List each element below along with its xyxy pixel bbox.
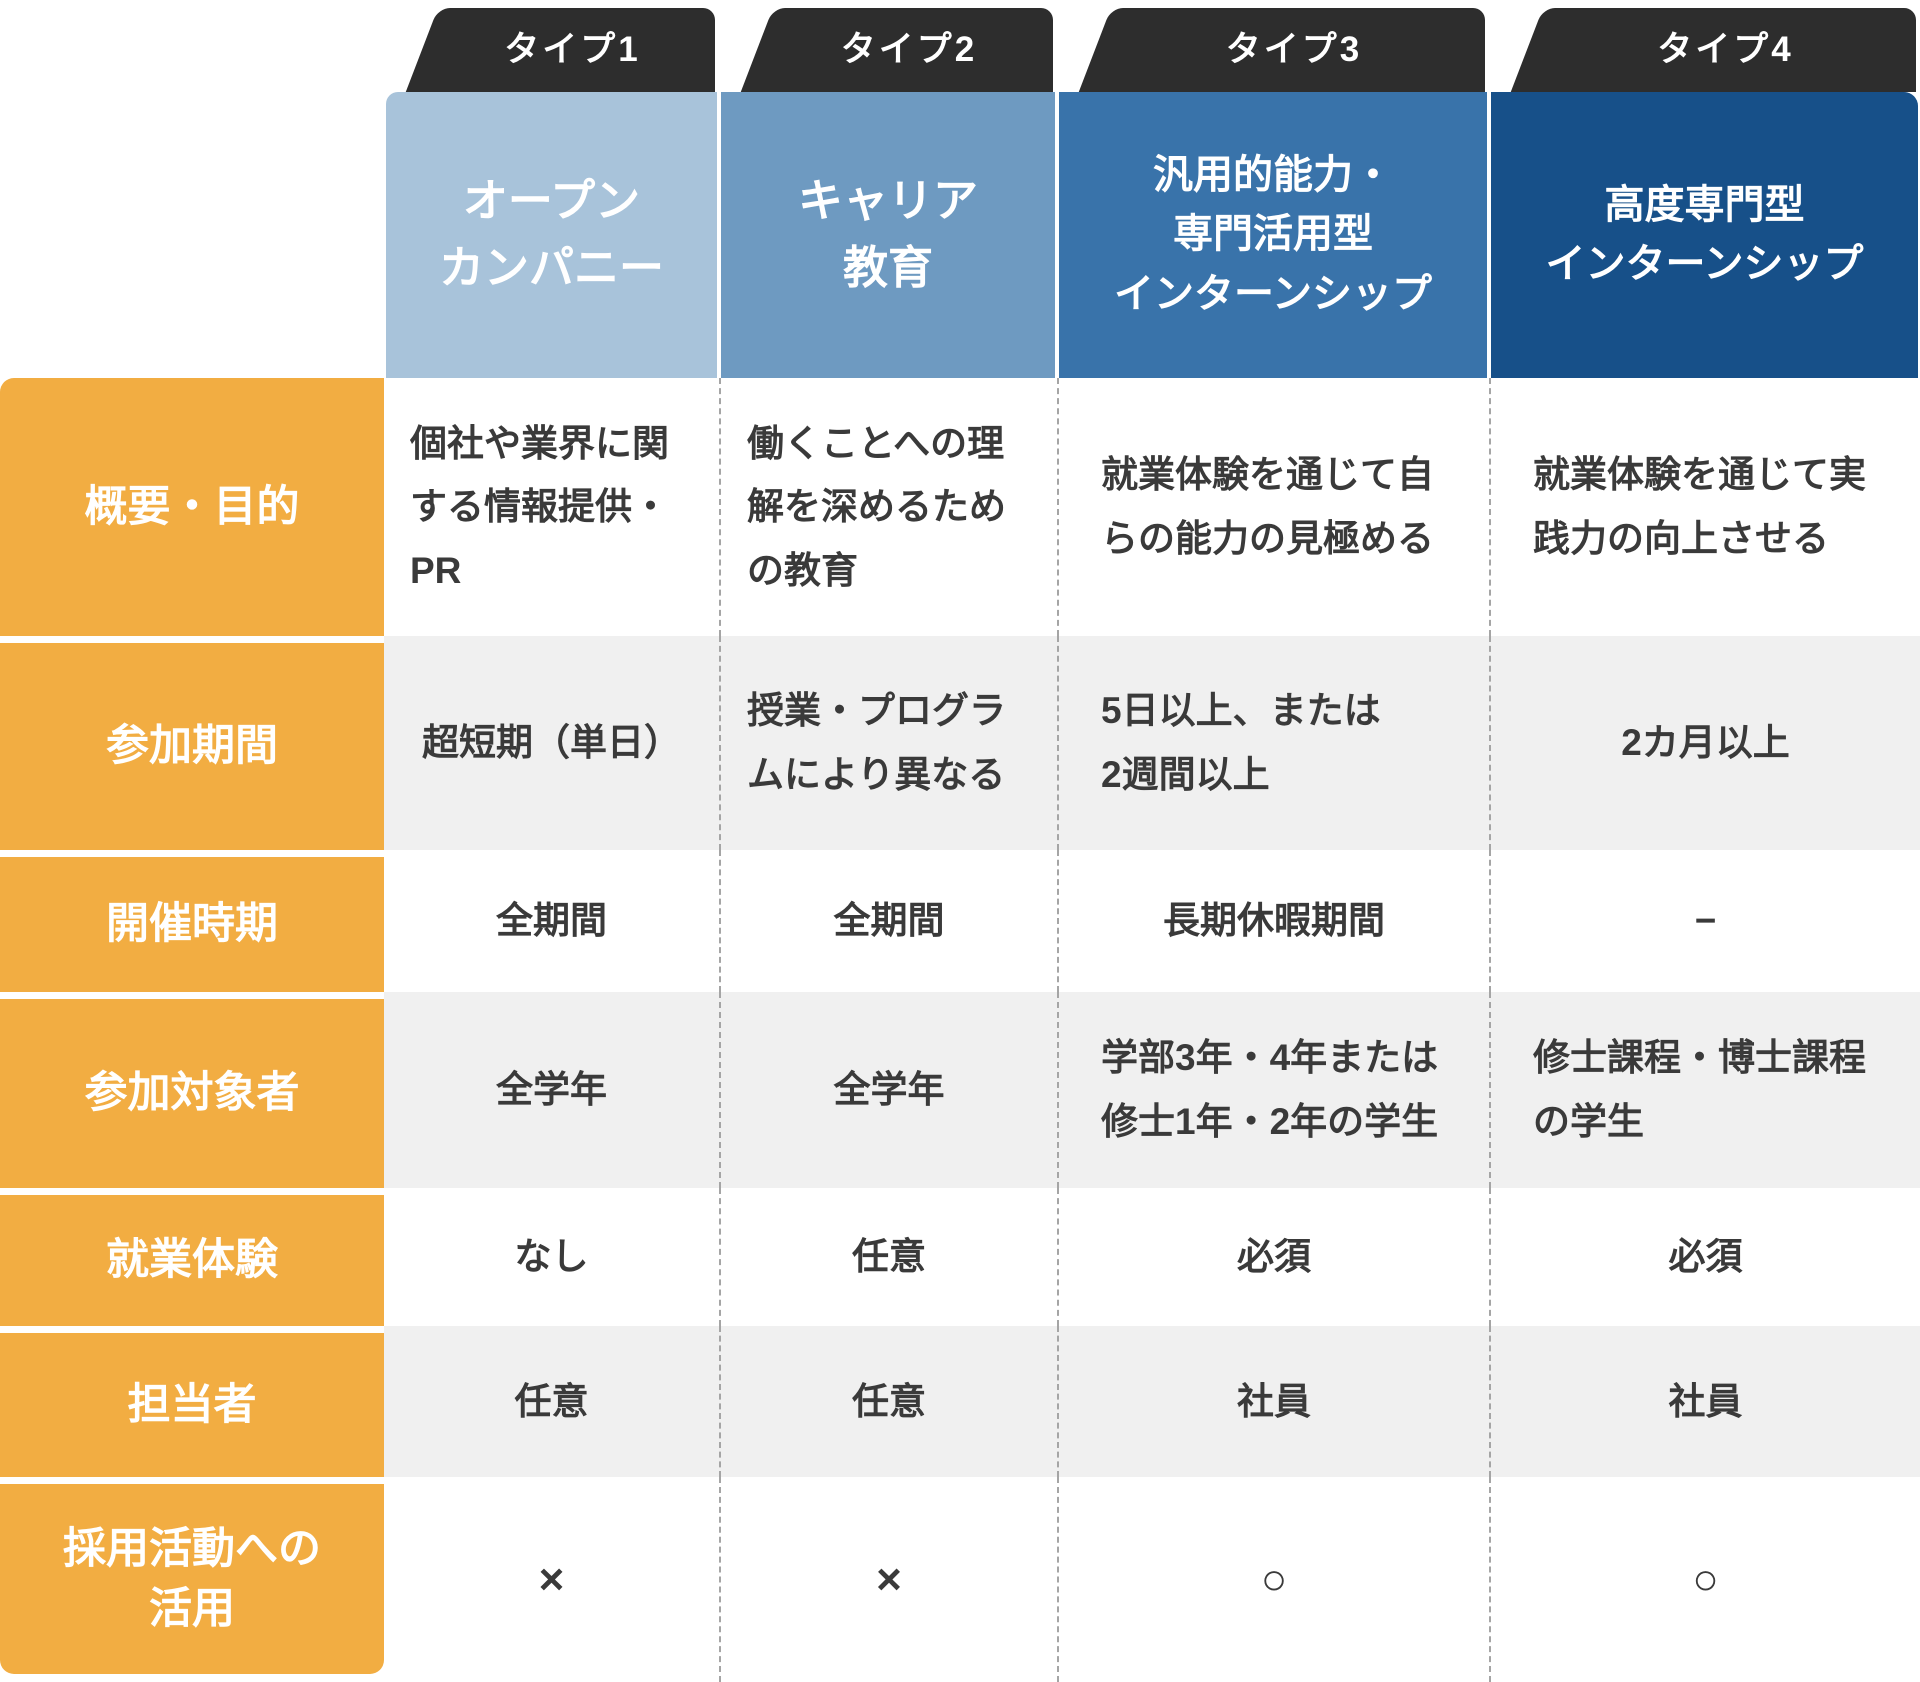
cell-time-type2: 全期間 xyxy=(719,850,1057,992)
table-row-eligible-participants: 参加対象者 全学年 全学年 学部3年・4年または 修士1年・2年の学生 修士課程… xyxy=(0,992,1920,1188)
cell-overview-type1: 個社や業界に関 する情報提供・ PR xyxy=(410,422,669,591)
cell-period-type1: 超短期（単日） xyxy=(384,636,719,850)
tab-type3: タイプ3 xyxy=(1077,8,1485,92)
cell-charge-type2: 任意 xyxy=(719,1326,1057,1477)
cell-charge-type4: 社員 xyxy=(1489,1326,1920,1477)
cell-experience-type4: 必須 xyxy=(1489,1188,1920,1326)
tab-fill-shape xyxy=(819,8,1053,92)
row-label-held-time: 開催時期 xyxy=(0,850,384,992)
cell-participants-type2: 全学年 xyxy=(719,992,1057,1188)
cell-time-type3: 長期休暇期間 xyxy=(1057,850,1489,992)
cell-participants-type1: 全学年 xyxy=(384,992,719,1188)
cell-period-type3: 5日以上、または 2週間以上 xyxy=(1057,636,1489,850)
tabs-row: タイプ1 タイプ2 タイプ3 タイプ4 xyxy=(0,8,1920,92)
tab-type4: タイプ4 xyxy=(1509,8,1916,92)
column-header-career-education: キャリア 教育 xyxy=(721,92,1055,378)
row-label-eligible-participants: 参加対象者 xyxy=(0,992,384,1188)
row-label-overview-purpose: 概要・目的 xyxy=(0,378,384,636)
cell-overview-type3: 就業体験を通じて自 らの能力の見極める xyxy=(1057,378,1489,636)
table-row-participation-period: 参加期間 超短期（単日） 授業・プログラ ムにより異なる 5日以上、または 2週… xyxy=(0,636,1920,850)
cell-recruitment-type4-circle-mark: ○ xyxy=(1489,1477,1920,1682)
table-row-work-experience: 就業体験 なし 任意 必須 必須 xyxy=(0,1188,1920,1326)
cell-period-type4: 2カ月以上 xyxy=(1489,636,1920,850)
tab-type1-label: タイプ1 xyxy=(504,30,641,69)
table-row-overview-purpose: 概要・目的 個社や業界に関 する情報提供・ PR 働くことへの理 解を深めるため… xyxy=(0,378,1920,636)
tab-fill-shape xyxy=(484,8,715,92)
cell-participants-type3: 学部3年・4年または 修士1年・2年の学生 xyxy=(1057,992,1489,1188)
cell-experience-type2: 任意 xyxy=(719,1188,1057,1326)
cell-experience-type3: 必須 xyxy=(1057,1188,1489,1326)
cell-overview-type4: 就業体験を通じて実 践力の向上させる xyxy=(1489,378,1920,636)
cell-recruitment-type1-cross-mark: × xyxy=(538,1554,565,1604)
cell-participants-type4: 修士課程・博士課程 の学生 xyxy=(1489,992,1920,1188)
table-row-held-time: 開催時期 全期間 全期間 長期休暇期間 − xyxy=(0,850,1920,992)
cell-charge-type1: 任意 xyxy=(384,1326,719,1477)
row-label-use-for-recruitment: 採用活動への 活用 xyxy=(0,1477,384,1674)
cell-overview-type2: 働くことへの理 解を深めるため の教育 xyxy=(719,378,1057,636)
column-header-open-company: オープン カンパニー xyxy=(386,92,717,378)
row-label-person-in-charge: 担当者 xyxy=(0,1326,384,1477)
tab-type2-label: タイプ2 xyxy=(840,30,978,69)
table-row-person-in-charge: 担当者 任意 任意 社員 社員 xyxy=(0,1326,1920,1477)
row-label-participation-period: 参加期間 xyxy=(0,636,384,850)
cell-recruitment-type3-circle-mark: ○ xyxy=(1057,1477,1489,1682)
column-header-row: オープン カンパニー キャリア 教育 汎用的能力・ 専門活用型 インターンシップ… xyxy=(0,92,1920,378)
tab-type2: タイプ2 xyxy=(739,8,1053,92)
cell-experience-type1: なし xyxy=(514,1236,589,1278)
cell-recruitment-type2-cross-mark: × xyxy=(719,1477,1057,1682)
cell-time-type4: − xyxy=(1489,850,1920,992)
tab-fill-shape xyxy=(1589,8,1916,92)
tab-type4-label: タイプ4 xyxy=(1657,30,1794,69)
table-row-use-for-recruitment: 採用活動への 活用 × × ○ ○ xyxy=(0,1477,1920,1682)
tab-type3-label: タイプ3 xyxy=(1225,30,1363,69)
row-label-work-experience: 就業体験 xyxy=(0,1188,384,1326)
table-body: 概要・目的 個社や業界に関 する情報提供・ PR 働くことへの理 解を深めるため… xyxy=(0,378,1920,1682)
cell-time-type1: 全期間 xyxy=(496,900,607,942)
cell-period-type2: 授業・プログラ ムにより異なる xyxy=(719,636,1057,850)
column-header-advanced-specialized-internship: 高度専門型 インターンシップ xyxy=(1491,92,1918,378)
tab-fill-shape xyxy=(1157,8,1485,92)
column-header-general-specialized-internship: 汎用的能力・ 専門活用型 インターンシップ xyxy=(1059,92,1487,378)
tab-type1: タイプ1 xyxy=(404,8,715,92)
cell-charge-type3: 社員 xyxy=(1057,1326,1489,1477)
header-spacer xyxy=(0,92,384,378)
